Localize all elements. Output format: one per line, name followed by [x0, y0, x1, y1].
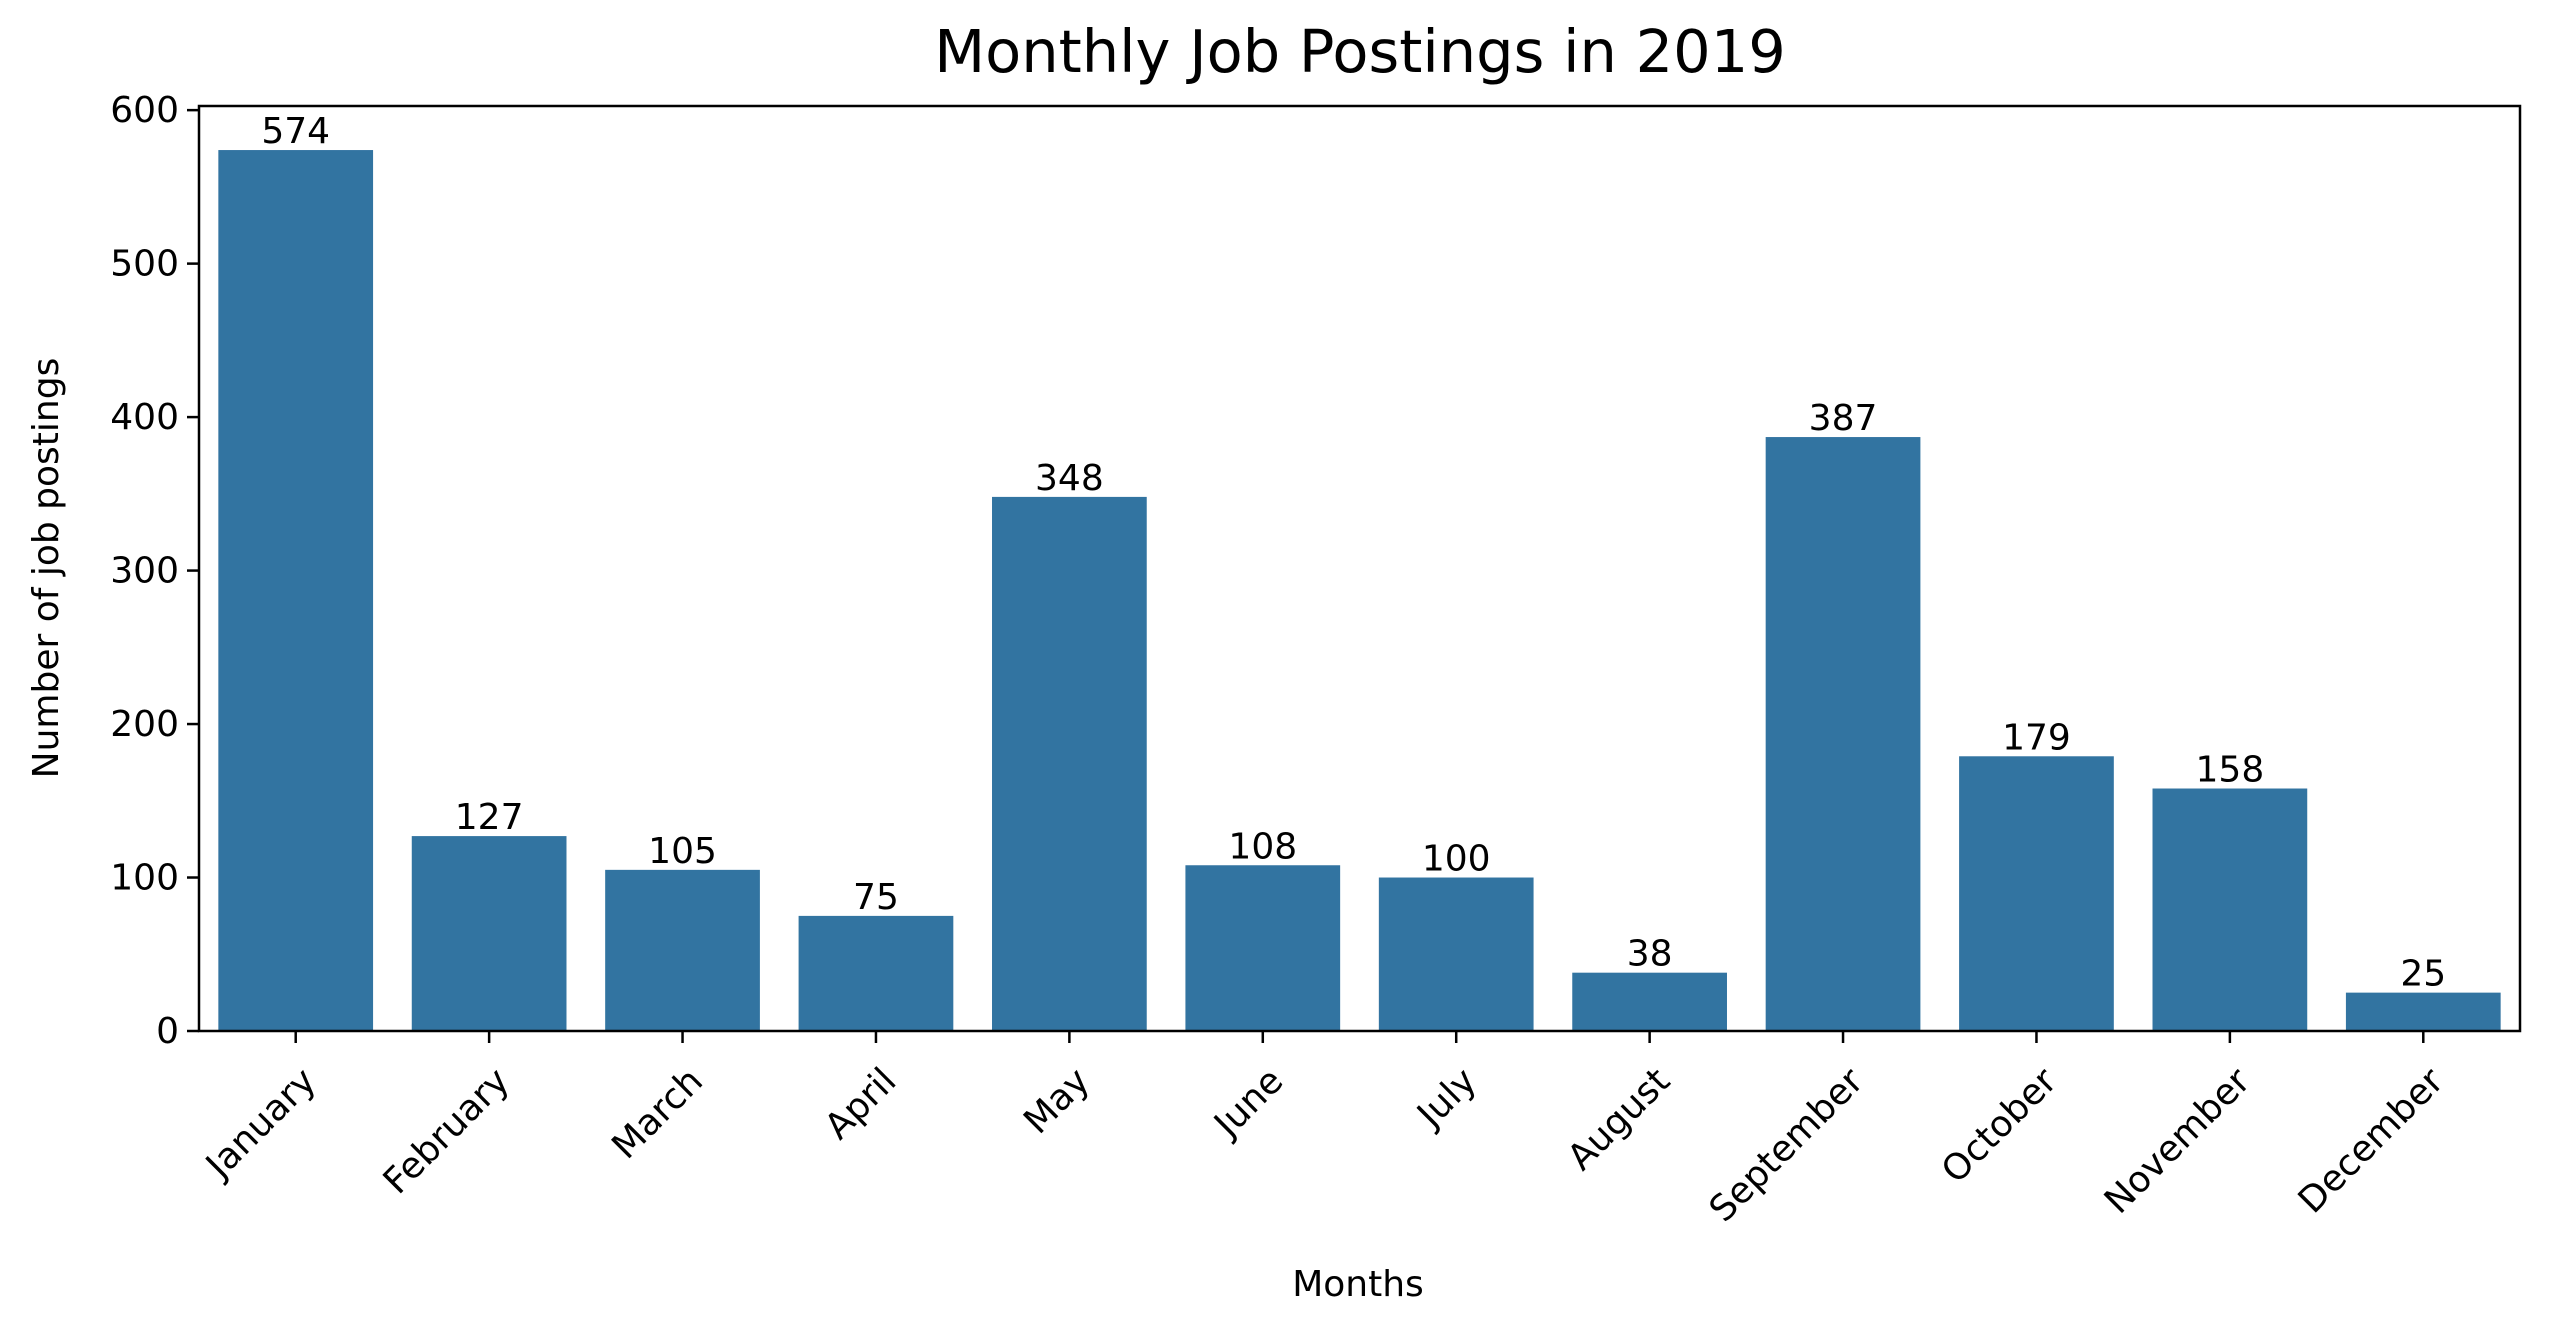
y-tick-label-200: 200	[110, 704, 179, 745]
y-tick-label-0: 0	[156, 1011, 179, 1052]
y-tick-label-600: 600	[110, 90, 179, 131]
data-label-february: 127	[455, 797, 524, 838]
data-label-april: 75	[853, 877, 899, 918]
bar-march	[605, 869, 760, 1031]
data-label-march: 105	[648, 831, 717, 872]
y-tick-label-300: 300	[110, 551, 179, 592]
data-label-june: 108	[1228, 826, 1297, 867]
bars-layer	[218, 150, 2501, 1032]
bar-december	[2345, 992, 2501, 1031]
data-label-july: 100	[1422, 839, 1491, 880]
bar-july	[1378, 877, 1534, 1031]
data-label-october: 179	[2002, 717, 2071, 758]
data-label-may: 348	[1035, 458, 1104, 499]
bar-november	[2152, 788, 2308, 1031]
bar-february	[411, 836, 567, 1031]
data-label-november: 158	[2196, 750, 2265, 791]
y-axis-label: Number of job postings	[26, 358, 67, 779]
y-tick-label-500: 500	[110, 244, 179, 285]
chart-title: Monthly Job Postings in 2019	[934, 17, 1786, 86]
y-tick-label-100: 100	[110, 858, 179, 899]
bar-april	[798, 915, 954, 1031]
data-label-september: 387	[1809, 398, 1878, 439]
bar-october	[1959, 756, 2114, 1031]
bar-may	[992, 496, 1147, 1031]
data-label-august: 38	[1627, 934, 1673, 975]
bar-labels-layer: 574 127 105 75 348 108 100 38 387 179 158 25	[261, 111, 2446, 995]
x-axis-label: Months	[1292, 1264, 1424, 1305]
bar-january	[218, 150, 374, 1032]
plot-frame	[197, 104, 2522, 1033]
y-tick-label-400: 400	[110, 397, 179, 438]
bar-august	[1572, 972, 1727, 1031]
bar-june	[1185, 865, 1341, 1031]
data-label-december: 25	[2400, 954, 2446, 995]
data-label-january: 574	[261, 111, 330, 152]
y-axis: 0 100 200 300 400 500 600	[110, 90, 199, 1052]
bar-september	[1765, 437, 1921, 1031]
